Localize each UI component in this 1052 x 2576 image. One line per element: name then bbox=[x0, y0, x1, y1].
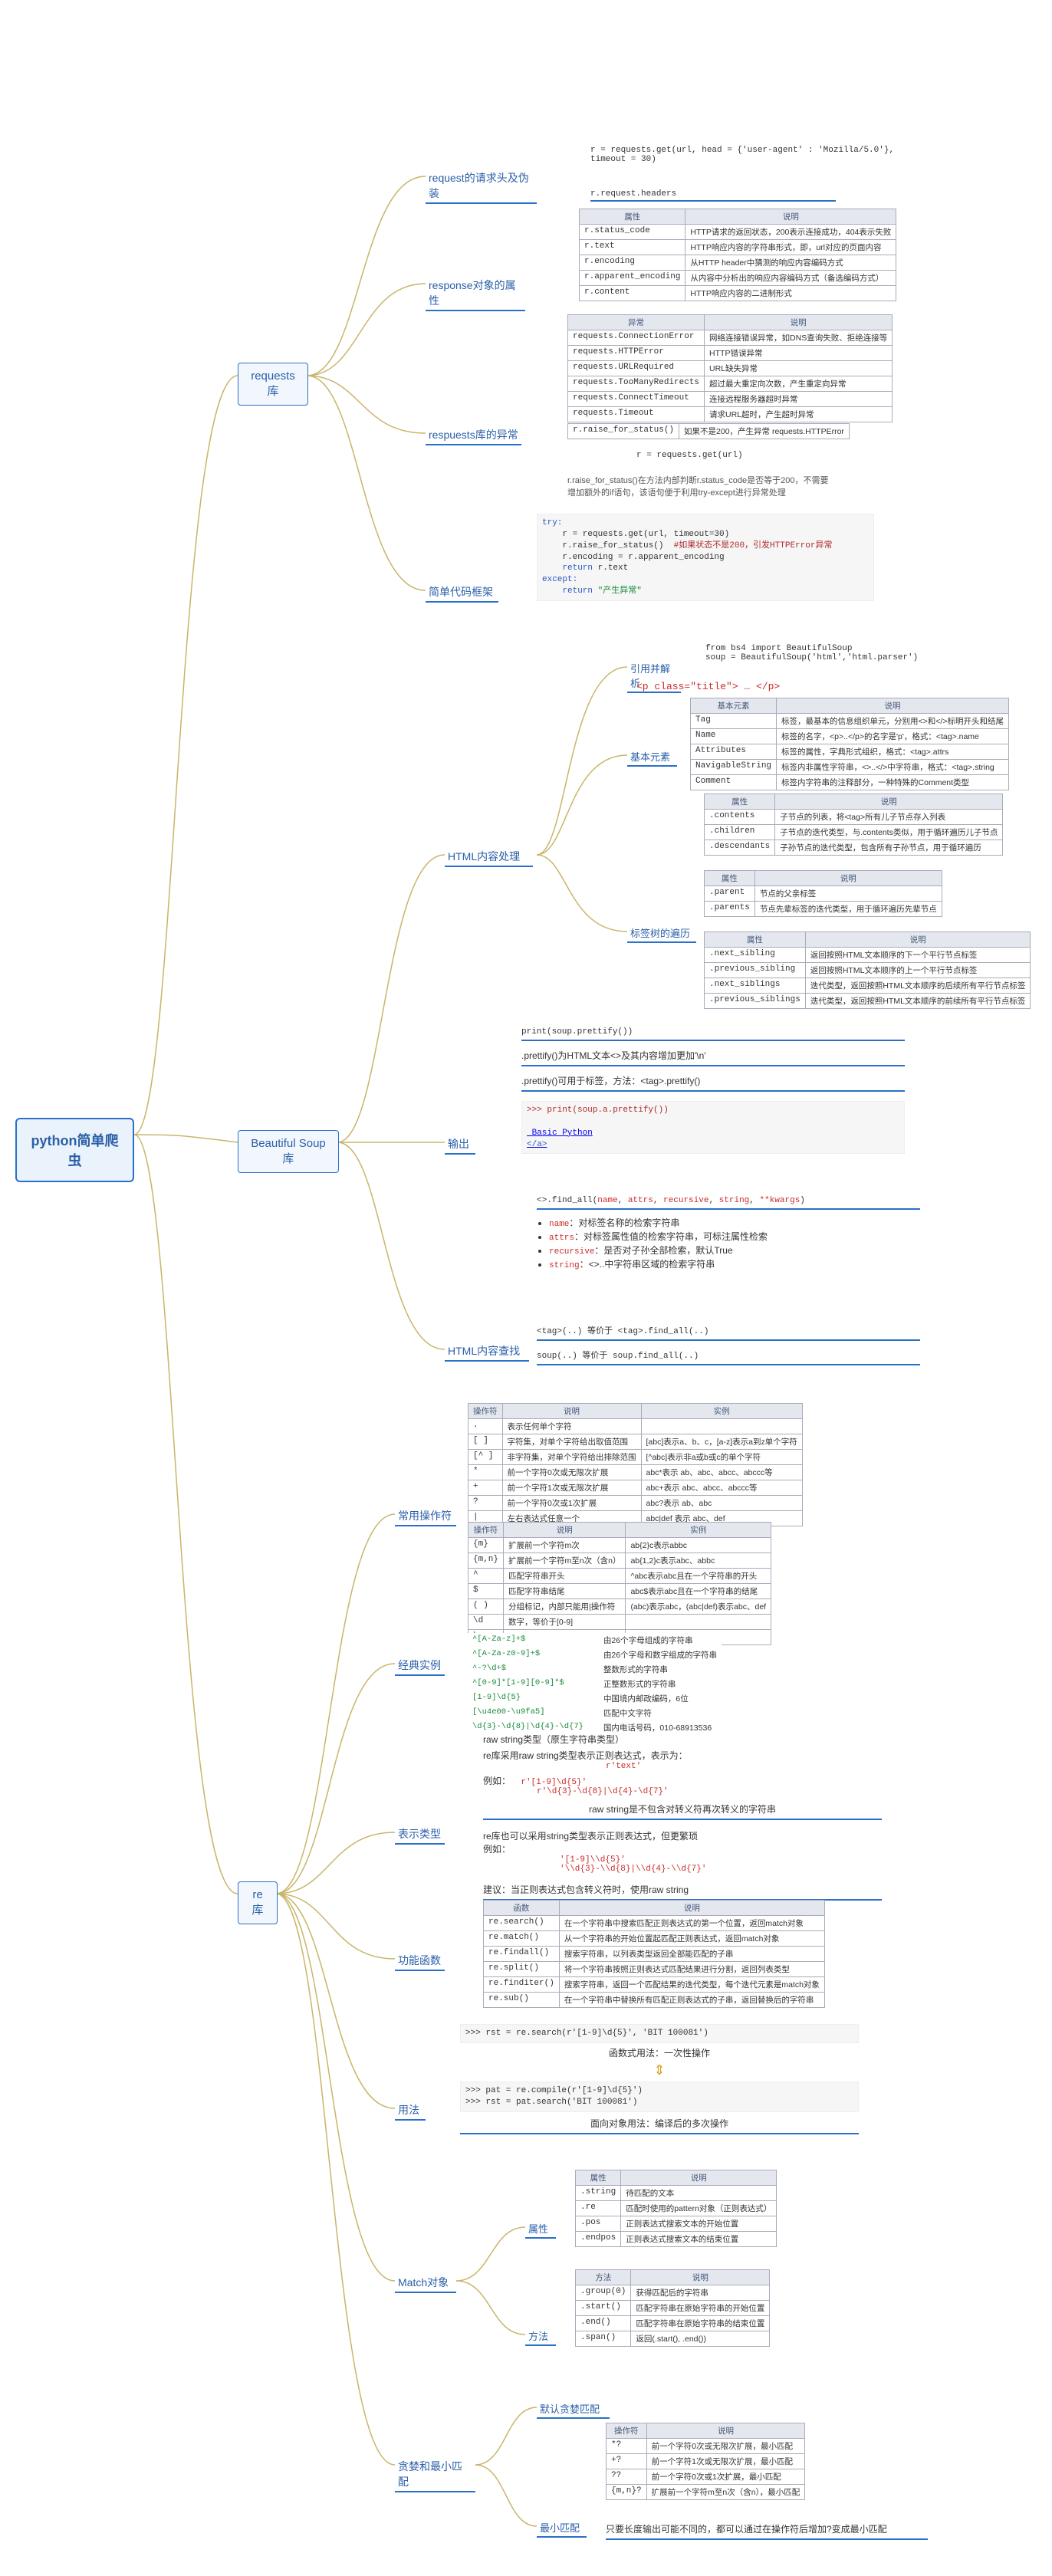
basic-node: 基本元素 bbox=[627, 746, 677, 767]
find-sig: <>.find_all(name, attrs, recursive, stri… bbox=[537, 1196, 920, 1210]
ex-table-wrap: ^[A-Za-z]+$由26个字母组成的字符串^[A-Za-z0-9]+$由26… bbox=[468, 1633, 722, 1735]
down-table: 属性说明.contents子节点的列表，将<tag>所有儿子节点存入列表.chi… bbox=[704, 794, 1003, 856]
funcs-node: 功能函数 bbox=[395, 1950, 445, 1971]
ops1-wrap: 操作符说明实例.表示任何单个字符[ ]字符集，对单个字符给出取值范围[abc]表… bbox=[468, 1403, 803, 1526]
side-table: 属性说明.next_sibling返回按照HTML文本顺序的下一个平行节点标签.… bbox=[704, 932, 1031, 1009]
match-method-table: 方法说明.group(0)获得匹配后的字符串.start()匹配字符串在原始字符… bbox=[575, 2269, 770, 2347]
p-example: <p class="title"> … </p> bbox=[636, 681, 780, 692]
raw-def: raw string是不包含对转义符再次转义的字符串 bbox=[483, 1802, 882, 1820]
r-request-headers: r.request.headers bbox=[590, 187, 836, 202]
req-header-code: r = requests.get(url, head = {'user-agen… bbox=[590, 146, 920, 164]
resp-table: 属性说明r.status_codeHTTP请求的返回状态，200表示连接成功，4… bbox=[579, 209, 896, 301]
html-proc-node: HTML内容处理 bbox=[445, 846, 533, 867]
up-tbl-wrap: 属性说明.parent节点的父亲标签.parents节点先辈标签的迭代类型，用于… bbox=[704, 870, 942, 917]
rget-code: r = requests.get(url) bbox=[636, 451, 743, 460]
up-table: 属性说明.parent节点的父亲标签.parents节点先辈标签的迭代类型，用于… bbox=[704, 870, 942, 917]
raise-table: r.raise_for_status()如果不是200，产生异常 request… bbox=[567, 423, 850, 439]
l1-re: re库 bbox=[238, 1881, 278, 1924]
req-headers-node: request的请求头及伪装 bbox=[426, 167, 537, 204]
raw-ex-lbl: 例如： bbox=[483, 1776, 511, 1786]
min-note: 只要长度输出可能不同的，都可以通过在操作符后增加?变成最小匹配 bbox=[606, 2522, 928, 2540]
match-attr-tbl-wrap: 属性说明.string待匹配的文本.re匹配时使用的pattern对象（正则表达… bbox=[575, 2170, 777, 2247]
code-search: >>> rst = re.search(r'[1-9]\d{5}', 'BIT … bbox=[460, 2024, 859, 2043]
down-tbl-wrap: 属性说明.contents子节点的列表，将<tag>所有儿子节点存入列表.chi… bbox=[704, 794, 1003, 856]
print-code: >>> print(soup.a.prettify()) Basic Pytho… bbox=[521, 1101, 905, 1154]
match-method-tbl-wrap: 方法说明.group(0)获得匹配后的字符串.start()匹配字符串在原始字符… bbox=[575, 2269, 770, 2347]
suggest: 建议：当正则表达式包含转义符时，使用raw string bbox=[483, 1883, 882, 1901]
code-compile: >>> pat = re.compile(r'[1-9]\d{5}') >>> … bbox=[460, 2082, 859, 2112]
ops-table-1: 操作符说明实例.表示任何单个字符[ ]字符集，对单个字符给出取值范围[abc]表… bbox=[468, 1403, 803, 1526]
usage-node: 用法 bbox=[395, 2099, 426, 2121]
req-exc-node: respuests库的异常 bbox=[426, 424, 521, 445]
output-node: 输出 bbox=[445, 1133, 475, 1155]
ops-node: 常用操作符 bbox=[395, 1505, 456, 1526]
str-ex-1: '\\d{3}-\\d{8}|\\d{4}-\\d{7}' bbox=[560, 1865, 882, 1874]
min-table: 操作符说明*?前一个字符0次或无限次扩展，最小匹配+?前一个字符1次或无限次扩展… bbox=[606, 2423, 805, 2500]
print1: print(soup.prettify()) bbox=[521, 1027, 905, 1041]
funcs-tbl-wrap: 函数说明re.search()在一个字符串中搜索匹配正则表达式的第一个位置，返回… bbox=[483, 1900, 825, 2008]
usage2: 面向对象用法：编译后的多次操作 bbox=[460, 2117, 859, 2134]
str-ex-0: '[1-9]\\d{5}' bbox=[560, 1855, 882, 1865]
raw-title: raw string类型（原生字符串类型） bbox=[483, 1733, 882, 1746]
basic-tbl-wrap: 基本元素说明Tag标签，最基本的信息组织单元，分别用<>和</>标明开头和结尾N… bbox=[690, 698, 1009, 790]
exc-table-wrap: 异常说明requests.ConnectionError网络连接错误异常，如DN… bbox=[567, 314, 893, 422]
tree-node: 标签树的遍历 bbox=[627, 922, 696, 943]
raw-ex-1: r'\d{3}-\d{8}|\d{4}-\d{7}' bbox=[537, 1787, 882, 1796]
usage1: 函数式用法：一次性操作 bbox=[460, 2046, 859, 2059]
type-block: raw string类型（原生字符串类型） re库采用raw string类型表… bbox=[483, 1733, 882, 1901]
funcs-table: 函数说明re.search()在一个字符串中搜索匹配正则表达式的第一个位置，返回… bbox=[483, 1900, 825, 2008]
resp-table-wrap: 属性说明r.status_codeHTTP请求的返回状态，200表示连接成功，4… bbox=[579, 209, 896, 301]
match-node: Match对象 bbox=[395, 2272, 456, 2293]
framework-node: 简单代码框架 bbox=[426, 581, 498, 603]
match-attr-table: 属性说明.string待匹配的文本.re匹配时使用的pattern对象（正则表达… bbox=[575, 2170, 777, 2247]
match-attr-node: 属性 bbox=[525, 2218, 556, 2239]
raise-table-wrap: r.raise_for_status()如果不是200，产生异常 request… bbox=[567, 423, 850, 439]
print3: .prettify()可用于标签，方法：<tag>.prettify() bbox=[521, 1074, 905, 1092]
greedy-node: 贪婪和最小匹配 bbox=[395, 2456, 475, 2492]
exc-table: 异常说明requests.ConnectionError网络连接错误异常，如DN… bbox=[567, 314, 893, 422]
type-node: 表示类型 bbox=[395, 1823, 445, 1845]
basic-table: 基本元素说明Tag标签，最基本的信息组织单元，分别用<>和</>标明开头和结尾N… bbox=[690, 698, 1009, 790]
find-block: <>.find_all(name, attrs, recursive, stri… bbox=[537, 1196, 920, 1365]
examples-node: 经典实例 bbox=[395, 1654, 445, 1676]
min-node: 最小匹配 bbox=[537, 2517, 587, 2538]
rtext: r'text' bbox=[606, 1762, 882, 1771]
raw-note: re库采用raw string类型表示正则表达式，表示为： bbox=[483, 1750, 688, 1761]
root-node: python简单爬虫 bbox=[15, 1118, 134, 1182]
ops-table-2: 操作符说明实例{m}扩展前一个字符m次ab{2}c表示abbc{m,n}扩展前一… bbox=[468, 1522, 771, 1645]
str-note: re库也可以采用string类型表示正则表达式，但更繁琐 例如： bbox=[483, 1829, 882, 1855]
ex-table: ^[A-Za-z]+$由26个字母组成的字符串^[A-Za-z0-9]+$由26… bbox=[468, 1633, 722, 1735]
find-node: HTML内容查找 bbox=[445, 1340, 529, 1362]
side-tbl-wrap: 属性说明.next_sibling返回按照HTML文本顺序的下一个平行节点标签.… bbox=[704, 932, 1031, 1009]
equiv2: soup(..) 等价于 soup.find_all(..) bbox=[537, 1349, 920, 1365]
l1-requests: requests库 bbox=[238, 363, 308, 406]
raise-note: r.raise_for_status()在方法内部判断r.status_code… bbox=[567, 474, 889, 498]
usage-block: >>> rst = re.search(r'[1-9]\d{5}', 'BIT … bbox=[460, 2024, 859, 2134]
text: r.request.headers bbox=[590, 189, 676, 199]
output-block: print(soup.prettify()) .prettify()为HTML文… bbox=[521, 1027, 905, 1154]
l1-bs: Beautiful Soup库 bbox=[238, 1130, 339, 1173]
ops2-wrap: 操作符说明实例{m}扩展前一个字符m次ab{2}c表示abbc{m,n}扩展前一… bbox=[468, 1522, 771, 1645]
code-text: r = requests.get(url, head = {'user-agen… bbox=[590, 146, 920, 164]
match-method-node: 方法 bbox=[525, 2325, 556, 2346]
import-code: from bs4 import BeautifulSoup soup = Bea… bbox=[705, 644, 966, 662]
find-bullets: name：对标签名称的检索字符串attrs：对标签属性值的检索字符串，可标注属性… bbox=[537, 1216, 920, 1270]
greedy-def-node: 默认贪婪匹配 bbox=[537, 2398, 610, 2419]
response-attr-node: response对象的属性 bbox=[426, 274, 525, 311]
min-tbl-wrap: 操作符说明*?前一个字符0次或无限次扩展，最小匹配+?前一个字符1次或无限次扩展… bbox=[606, 2423, 805, 2500]
equiv1: <tag>(..) 等价于 <tag>.find_all(..) bbox=[537, 1324, 920, 1341]
arrow-icon: ⇕ bbox=[460, 2062, 859, 2078]
framework-code: try: r = requests.get(url, timeout=30) r… bbox=[537, 514, 874, 601]
print2: .prettify()为HTML文本<>及其内容增加更加'\n' bbox=[521, 1049, 905, 1066]
raw-ex-0: r'[1-9]\d{5}' bbox=[521, 1778, 587, 1787]
